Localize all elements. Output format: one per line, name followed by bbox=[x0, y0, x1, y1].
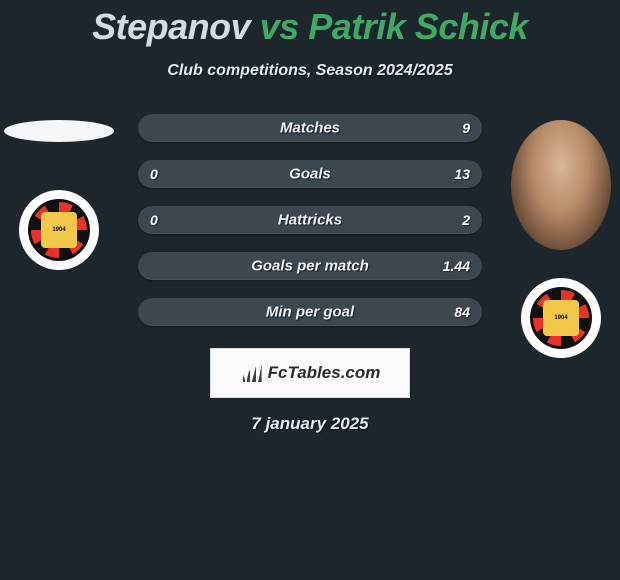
stat-value-p2: 1.44 bbox=[443, 258, 470, 274]
stat-label: Goals bbox=[289, 166, 331, 183]
fctables-logo[interactable]: FcTables.com bbox=[210, 348, 410, 398]
stat-value-p1: 0 bbox=[150, 212, 158, 228]
bayer-badge-center: 1904 bbox=[41, 212, 77, 248]
player1-photo bbox=[4, 120, 114, 142]
bayer-badge-ring: 1904 bbox=[530, 287, 592, 349]
title-player1: Stepanov bbox=[92, 6, 250, 47]
stat-row: 0 Hattricks 2 bbox=[138, 206, 482, 234]
comparison-stage: 1904 1904 Matches90Goals130Hattricks2Goa… bbox=[0, 114, 620, 326]
stat-label: Hattricks bbox=[278, 212, 342, 229]
stat-value-p2: 9 bbox=[462, 120, 470, 136]
player2-column: 1904 bbox=[506, 120, 616, 358]
date-line: 7 january 2025 bbox=[0, 414, 620, 434]
stat-value-p2: 13 bbox=[454, 166, 470, 182]
title-player2: Patrik Schick bbox=[308, 6, 528, 47]
player2-photo bbox=[511, 120, 611, 250]
stat-label: Goals per match bbox=[251, 258, 369, 275]
stat-row: Matches 9 bbox=[138, 114, 482, 142]
page-title: Stepanov vs Patrik Schick bbox=[0, 0, 620, 48]
logo-text: FcTables.com bbox=[268, 363, 381, 383]
title-vs: vs bbox=[260, 6, 299, 47]
stat-label: Matches bbox=[280, 120, 340, 137]
subtitle: Club competitions, Season 2024/2025 bbox=[0, 62, 620, 80]
stat-value-p2: 84 bbox=[454, 304, 470, 320]
player2-club-badge: 1904 bbox=[521, 278, 601, 358]
stat-row: Goals per match 1.44 bbox=[138, 252, 482, 280]
player1-club-badge: 1904 bbox=[19, 190, 99, 270]
stat-label: Min per goal bbox=[266, 304, 354, 321]
stat-bars: Matches 9 0 Goals 13 0 Hattricks 2 Goals per mat… bbox=[138, 114, 482, 326]
stat-row: 0 Goals 13 bbox=[138, 160, 482, 188]
bayer-badge-ring: 1904 bbox=[28, 199, 90, 261]
stat-row: Min per goal 84 bbox=[138, 298, 482, 326]
stat-value-p1: 0 bbox=[150, 166, 158, 182]
bars-icon bbox=[240, 364, 262, 382]
stat-value-p2: 2 bbox=[462, 212, 470, 228]
player1-column: 1904 bbox=[4, 120, 114, 270]
bayer-badge-center: 1904 bbox=[543, 300, 579, 336]
